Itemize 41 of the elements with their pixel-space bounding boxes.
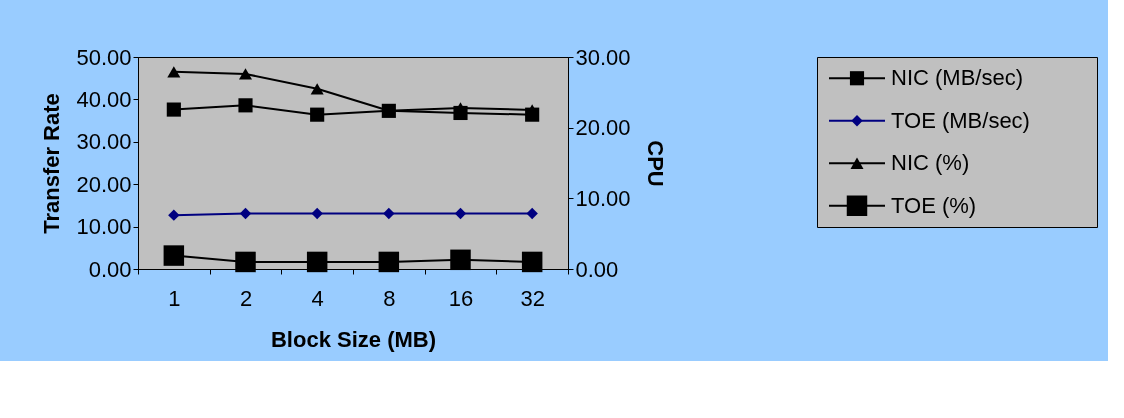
y-tick-label: 0.00 [88,256,132,282]
y-tick-label: 50.00 [76,44,132,70]
point [450,249,471,271]
x-tick-label: 1 [168,285,181,311]
point [521,251,543,273]
point [239,207,252,220]
x-tick-label: 4 [311,285,324,311]
y-tick-label: 10.00 [76,214,132,240]
x-tick-label: 8 [383,285,396,311]
legend-label: TOE (%) [891,192,977,218]
y2-tick-label: 0.00 [575,256,619,282]
legend-label: TOE (MB/sec) [891,107,1030,133]
y-tick-label: 40.00 [76,86,132,112]
point [310,83,324,95]
y2-tick-label: 20.00 [575,115,631,141]
point [235,251,256,273]
y-tick-label: 30.00 [76,129,132,155]
point [238,68,253,80]
y2-axis-title: CPU [642,140,668,187]
point [383,207,395,220]
point [454,207,467,220]
x-tick-label: 2 [239,285,253,311]
legend-label: NIC (%) [891,150,970,176]
x-axis-title: Block Size (MB) [270,326,437,352]
point [238,98,253,113]
y2-tick-label: 10.00 [575,185,631,211]
y-tick-label: 20.00 [76,171,132,197]
x-tick-label: 16 [448,285,474,311]
point [168,209,180,221]
point [166,102,181,117]
y-axis-title: Transfer Rate [39,93,65,234]
point [378,251,400,273]
point [526,207,538,220]
y2-tick-label: 30.00 [575,44,631,70]
point [306,251,328,273]
point [167,66,181,78]
legend-label: NIC (MB/sec) [891,65,1023,91]
point [311,207,323,220]
point [163,245,185,266]
point [310,107,325,122]
x-tick-label: 32 [520,285,545,311]
